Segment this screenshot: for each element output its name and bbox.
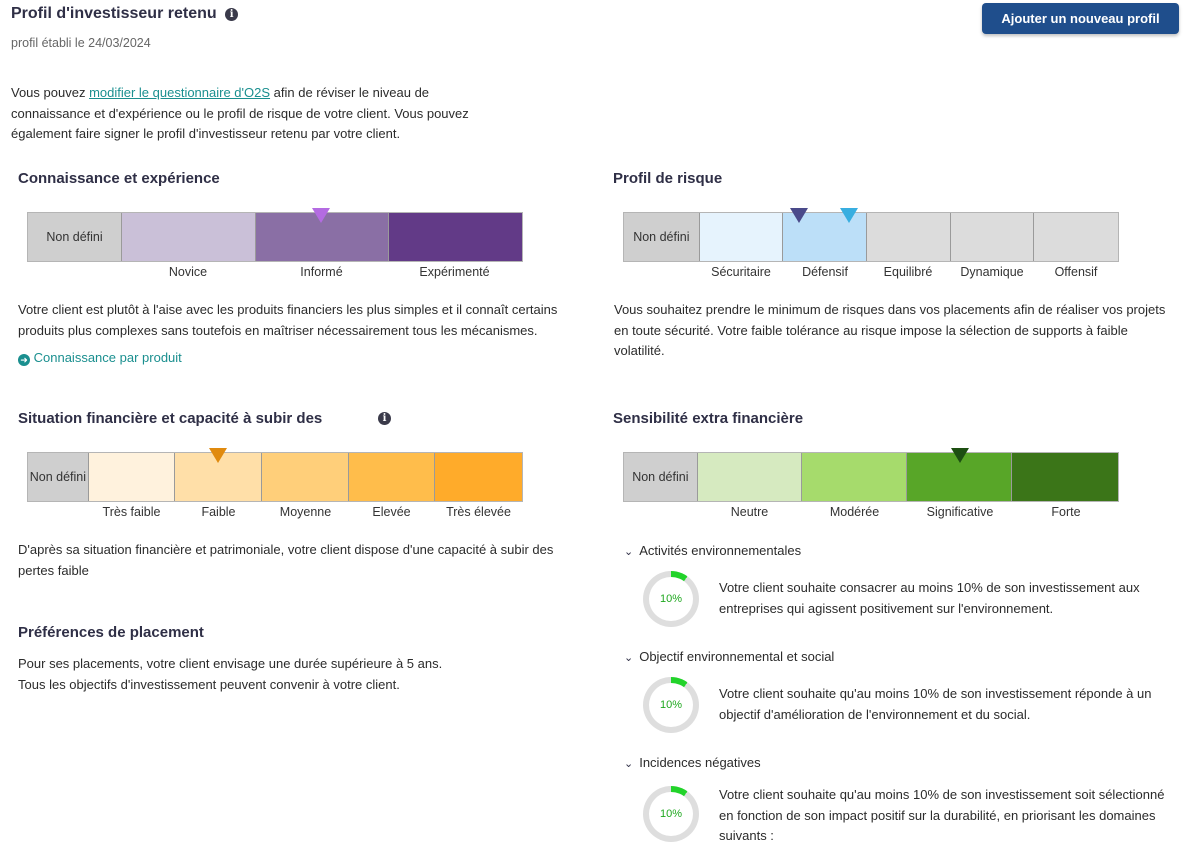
- esg-label-neutre: Neutre: [730, 505, 769, 519]
- esg-label-moderee: Modérée: [829, 505, 880, 519]
- esg-seg-forte: [1012, 453, 1118, 501]
- risk-scale: Non défini: [623, 212, 1119, 262]
- risk-label-offensif: Offensif: [1054, 265, 1098, 279]
- intro-text: Vous pouvez modifier le questionnaire d'…: [11, 83, 481, 145]
- esg-marker: [951, 448, 969, 463]
- financial-scale: Non défini: [27, 452, 523, 502]
- esg-item-description: Votre client souhaite qu'au moins 10% de…: [719, 686, 1152, 722]
- preferences-line-1: Pour ses placements, votre client envisa…: [18, 656, 443, 671]
- knowledge-marker: [312, 208, 330, 223]
- progress-ring-value: 10%: [649, 792, 693, 836]
- risk-marker-client: [790, 208, 808, 223]
- esg-scale: Non défini: [623, 452, 1119, 502]
- preferences-line-2: Tous les objectifs d'investissement peuv…: [18, 677, 400, 692]
- financial-seg-elevee: [348, 453, 436, 501]
- knowledge-seg-novice: [122, 213, 256, 261]
- esg-item-toggle[interactable]: ⌄ Activités environnementales: [624, 543, 801, 558]
- risk-label-defensif: Défensif: [802, 265, 848, 279]
- financial-description: D'après sa situation financière et patri…: [18, 542, 554, 578]
- financial-label-tres-faible: Très faible: [102, 505, 161, 519]
- esg-item-toggle[interactable]: ⌄ Objectif environnemental et social: [624, 649, 834, 664]
- esg-seg-moderee: [802, 453, 907, 501]
- financial-label-faible: Faible: [201, 505, 236, 519]
- info-icon[interactable]: i: [378, 412, 391, 425]
- chevron-down-icon: ⌄: [624, 758, 634, 770]
- add-profile-button[interactable]: Ajouter un nouveau profil: [982, 3, 1179, 34]
- knowledge-undefined: Non défini: [28, 213, 122, 261]
- risk-seg-equilibre: [867, 213, 951, 261]
- intro-before: Vous pouvez: [11, 85, 90, 100]
- risk-title: Profil de risque: [613, 170, 723, 187]
- financial-label-elevee: Elevée: [372, 505, 411, 519]
- intro-after: afin de réviser le niveau de connaissanc…: [11, 85, 469, 141]
- esg-item-toggle[interactable]: ⌄ Incidences négatives: [624, 755, 761, 770]
- risk-label-equilibre: Equilibré: [883, 265, 933, 279]
- knowledge-title: Connaissance et expérience: [18, 170, 220, 187]
- modify-questionnaire-link[interactable]: modifier le questionnaire d'O2S: [89, 85, 271, 100]
- risk-marker-advisor: [840, 208, 858, 223]
- financial-seg-tres-elevee: [435, 453, 523, 501]
- financial-label-moyenne: Moyenne: [279, 505, 332, 519]
- knowledge-by-product-link[interactable]: ➜ Connaissance par produit: [18, 350, 182, 366]
- esg-item-description: Votre client souhaite consacrer au moins…: [719, 580, 1140, 616]
- risk-label-dynamique: Dynamique: [960, 265, 1024, 279]
- esg-item-title: Incidences négatives: [639, 755, 761, 770]
- esg-undefined: Non défini: [624, 453, 698, 501]
- risk-undefined: Non défini: [624, 213, 700, 261]
- financial-label-tres-elevee: Très élevée: [446, 505, 511, 519]
- esg-seg-neutre: [697, 453, 803, 501]
- esg-label-forte: Forte: [1051, 505, 1081, 519]
- progress-ring: 10%: [643, 786, 699, 842]
- progress-ring: 10%: [643, 571, 699, 627]
- financial-seg-tres-faible: [88, 453, 176, 501]
- risk-seg-offensif: [1034, 213, 1118, 261]
- knowledge-label-novice: Novice: [168, 265, 208, 279]
- info-icon[interactable]: i: [225, 8, 239, 21]
- arrow-right-circle-icon: ➜: [18, 354, 30, 366]
- page-title-text: Profil d'investisseur retenu: [11, 5, 217, 22]
- progress-ring-value: 10%: [649, 577, 693, 621]
- financial-marker: [209, 448, 227, 463]
- esg-title: Sensibilité extra financière: [613, 410, 804, 427]
- knowledge-description: Votre client est plutôt à l'aise avec le…: [18, 302, 558, 338]
- risk-description: Vous souhaitez prendre le minimum de ris…: [614, 302, 1166, 358]
- financial-title: Situation financière et capacité à subir…: [18, 410, 323, 427]
- esg-item-title: Activités environnementales: [639, 543, 802, 558]
- knowledge-by-product-label: Connaissance par produit: [33, 350, 182, 365]
- financial-undefined: Non défini: [28, 453, 89, 501]
- progress-ring-value: 10%: [649, 683, 693, 727]
- financial-seg-moyenne: [262, 453, 349, 501]
- preferences-title: Préférences de placement: [18, 624, 204, 641]
- knowledge-label-experimente: Expérimenté: [419, 265, 490, 279]
- knowledge-seg-experimente: [389, 213, 522, 261]
- page-title: Profil d'investisseur retenu i: [11, 5, 239, 23]
- chevron-down-icon: ⌄: [624, 652, 634, 664]
- progress-ring: 10%: [643, 677, 699, 733]
- esg-item-title: Objectif environnemental et social: [639, 649, 835, 664]
- profile-date: profil établi le 24/03/2024: [11, 36, 151, 50]
- risk-label-securitaire: Sécuritaire: [711, 265, 771, 279]
- knowledge-label-informe: Informé: [300, 265, 343, 279]
- esg-item-description: Votre client souhaite qu'au moins 10% de…: [719, 787, 1165, 843]
- knowledge-scale: Non défini: [27, 212, 523, 262]
- chevron-down-icon: ⌄: [624, 546, 634, 558]
- risk-seg-securitaire: [699, 213, 784, 261]
- risk-seg-dynamique: [950, 213, 1035, 261]
- esg-label-significative: Significative: [926, 505, 994, 519]
